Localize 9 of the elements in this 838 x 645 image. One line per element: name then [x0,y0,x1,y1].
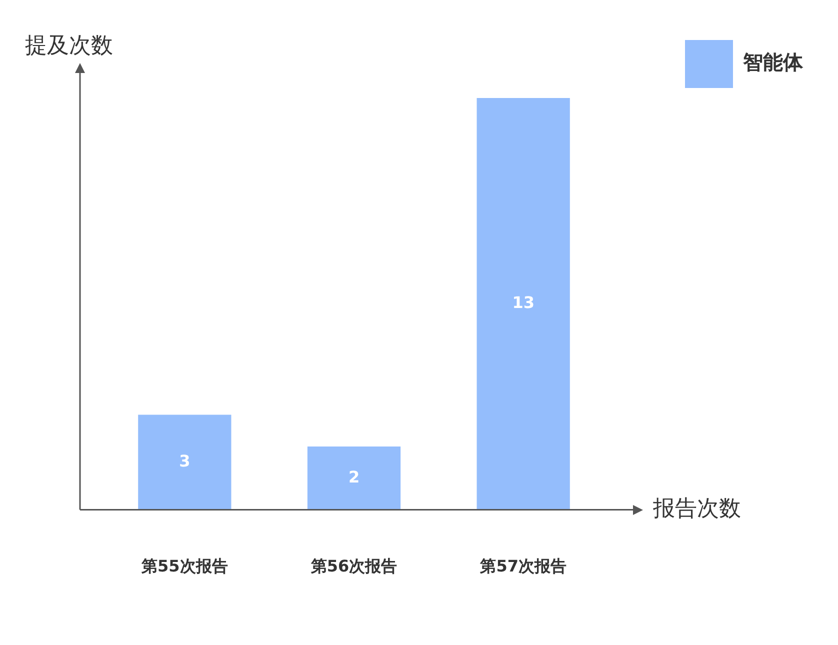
x-axis-title: 报告次数 [652,496,741,522]
x-tick-label: 第56次报告 [310,556,398,576]
x-tick-label: 第55次报告 [140,556,228,576]
x-tick-label: 第57次报告 [479,556,566,576]
data-label: 3 [179,451,190,470]
data-label: 2 [348,467,360,486]
data-label: 13 [512,293,534,312]
legend-label: 智能体 [742,50,804,74]
y-axis-title: 提及次数 [25,34,113,59]
